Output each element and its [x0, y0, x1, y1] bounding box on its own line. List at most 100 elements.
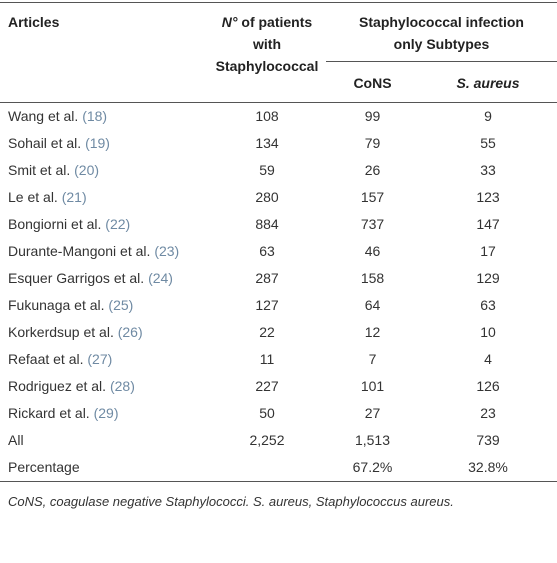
- reference: (23): [154, 243, 180, 259]
- data-table: Articles N° of patients with Staphylococ…: [0, 2, 557, 482]
- article-cell: Refaat et al. (27): [0, 346, 208, 373]
- reference: (27): [87, 351, 113, 367]
- reference: (18): [82, 108, 108, 124]
- reference: (22): [105, 216, 131, 232]
- value-cell: 280: [255, 189, 279, 205]
- value-cell: 123: [476, 189, 500, 205]
- value-cell: 26: [364, 162, 381, 178]
- header-cell: N° of patients with Staphylococcal: [208, 2, 326, 103]
- value-cell: 134: [255, 135, 279, 151]
- value-cell: 23: [480, 405, 496, 421]
- reference: (25): [108, 297, 134, 313]
- value-cell: 63: [480, 297, 496, 313]
- summary-label: All: [8, 432, 24, 448]
- value-cell: 50: [259, 405, 275, 421]
- article-name: Korkerdsup et al.: [8, 324, 114, 340]
- table-row: Fukunaga et al. (25) 127 64 63: [0, 292, 557, 319]
- value-cell: 157: [360, 189, 385, 205]
- value-cell: 129: [476, 270, 500, 286]
- table-row: Refaat et al. (27) 11 7 4: [0, 346, 557, 373]
- reference: (26): [117, 324, 143, 340]
- article-name: Smit et al.: [8, 162, 71, 178]
- value-cell: 55: [480, 135, 496, 151]
- summary-row: Percentage 67.2% 32.8%: [0, 454, 557, 482]
- article-name: Durante-Mangoni et al.: [8, 243, 151, 259]
- article-name: Sohail et al.: [8, 135, 82, 151]
- value-cell: 22: [259, 324, 275, 340]
- article-name: Esquer Garrigos et al.: [8, 270, 145, 286]
- table-row: Korkerdsup et al. (26) 22 12 10: [0, 319, 557, 346]
- value-cell: 7: [368, 351, 377, 367]
- summary-row: All 2,252 1,513 739: [0, 427, 557, 454]
- article-cell: Esquer Garrigos et al. (24): [0, 265, 208, 292]
- value-cell: 59: [259, 162, 275, 178]
- header-text: S. aureus: [456, 75, 520, 91]
- value-cell: 108: [255, 108, 279, 124]
- article-name: Rodriguez et al.: [8, 378, 107, 394]
- article-name: Fukunaga et al.: [8, 297, 105, 313]
- value-cell: 32.8%: [468, 459, 508, 475]
- table-row: Rickard et al. (29) 50 27 23: [0, 400, 557, 427]
- table-row: Sohail et al. (19) 134 79 55: [0, 130, 557, 157]
- value-cell: 11: [259, 351, 275, 367]
- article-name: Refaat et al.: [8, 351, 84, 367]
- article-cell: Smit et al. (20): [0, 157, 208, 184]
- table-header: Articles N° of patients with Staphylococ…: [0, 2, 557, 103]
- table-row: Wang et al. (18) 108 99 9: [0, 103, 557, 131]
- reference: (29): [93, 405, 119, 421]
- value-cell: 737: [360, 216, 385, 232]
- article-cell: Sohail et al. (19): [0, 130, 208, 157]
- header-symbol: N°: [221, 14, 238, 30]
- reference: (19): [85, 135, 110, 151]
- value-cell: 227: [255, 378, 279, 394]
- reference: (21): [61, 189, 87, 205]
- reference: (20): [74, 162, 100, 178]
- value-cell: 64: [364, 297, 381, 313]
- header-row: Articles N° of patients with Staphylococ…: [0, 2, 557, 103]
- value-cell: 884: [255, 216, 279, 232]
- value-cell: 10: [480, 324, 496, 340]
- value-cell: 287: [255, 270, 279, 286]
- article-cell: Bongiorni et al. (22): [0, 211, 208, 238]
- value-cell: 2,252: [249, 432, 285, 448]
- article-cell: Durante-Mangoni et al. (23): [0, 238, 208, 265]
- header-cell: S. aureus: [419, 61, 557, 103]
- value-cell: 99: [364, 108, 381, 124]
- value-cell: 158: [360, 270, 385, 286]
- table-row: Durante-Mangoni et al. (23) 63 46 17: [0, 238, 557, 265]
- article-cell: Korkerdsup et al. (26): [0, 319, 208, 346]
- table-row: Rodriguez et al. (28) 227 101 126: [0, 373, 557, 400]
- value-cell: 127: [255, 297, 279, 313]
- value-cell: 126: [476, 378, 500, 394]
- value-cell: 739: [476, 432, 500, 448]
- value-cell: 4: [484, 351, 492, 367]
- footnote: CoNS, coagulase negative Staphylococci. …: [8, 494, 454, 509]
- value-cell: 101: [360, 378, 385, 394]
- table-row: Esquer Garrigos et al. (24) 287 158 129: [0, 265, 557, 292]
- table-row: Le et al. (21) 280 157 123: [0, 184, 557, 211]
- table-row: Smit et al. (20) 59 26 33: [0, 157, 557, 184]
- value-cell: 46: [364, 243, 381, 259]
- header-text: of patients with Staphylococcal: [215, 14, 319, 74]
- article-name: Le et al.: [8, 189, 58, 205]
- value-cell: 33: [480, 162, 496, 178]
- article-cell: Fukunaga et al. (25): [0, 292, 208, 319]
- header-cell: Staphylococcal infection only Subtypes: [326, 2, 557, 62]
- article-cell: Rodriguez et al. (28): [0, 373, 208, 400]
- value-cell: 1,513: [354, 432, 391, 448]
- article-name: Bongiorni et al.: [8, 216, 102, 232]
- value-cell: 63: [259, 243, 275, 259]
- header-cell: CoNS: [326, 61, 419, 103]
- article-cell: Rickard et al. (29): [0, 400, 208, 427]
- article-name: Rickard et al.: [8, 405, 90, 421]
- value-cell: 17: [480, 243, 496, 259]
- article-name: Wang et al.: [8, 108, 79, 124]
- value-cell: 67.2%: [352, 459, 393, 475]
- article-cell: Wang et al. (18): [0, 103, 208, 131]
- article-cell: Le et al. (21): [0, 184, 208, 211]
- value-cell: 79: [364, 135, 381, 151]
- summary-label: Percentage: [8, 459, 80, 475]
- value-cell: 27: [364, 405, 381, 421]
- value-cell: 147: [476, 216, 500, 232]
